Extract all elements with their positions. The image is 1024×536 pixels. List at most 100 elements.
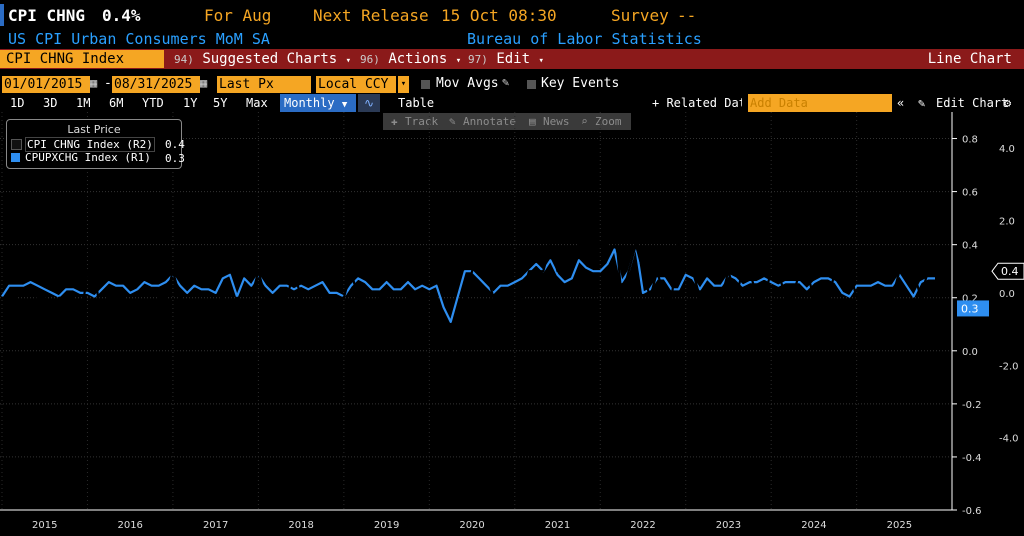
x-tick-label: 2021	[545, 520, 570, 531]
r1-tick-label: -0.6	[962, 506, 982, 517]
period-label: For Aug	[204, 6, 272, 25]
x-tick-label: 2025	[887, 520, 912, 531]
mov-avgs-label: Mov Avgs	[436, 76, 499, 91]
r1-tick-label: 0.2	[962, 294, 978, 305]
legend-label-cpupx: CPUPXCHG Index (R1)	[25, 151, 151, 164]
news-icon: ▤	[529, 115, 536, 128]
last-value: 0.4%	[102, 6, 141, 25]
x-tick-label: 2022	[630, 520, 655, 531]
currency-select[interactable]: Local CCY	[316, 76, 396, 93]
caret-down-icon: ▾	[538, 56, 544, 66]
data-source: Bureau of Labor Statistics	[467, 30, 702, 48]
r2-tick-label: 2.0	[999, 217, 1015, 228]
last-value-tag-cpupx	[957, 300, 989, 317]
header-row: CPI CHNG 0.4% For Aug Next Release 15 Oc…	[0, 0, 1024, 30]
edit-menu[interactable]: 97) Edit ▾	[468, 50, 544, 68]
table-button[interactable]: Table	[398, 96, 435, 110]
security-description: US CPI Urban Consumers MoM SA	[8, 30, 270, 48]
x-tick-label: 2015	[32, 520, 57, 531]
calendar-icon[interactable]: ▦	[90, 76, 98, 90]
end-date-input[interactable]: 08/31/2025	[112, 76, 200, 93]
cpupx-series-group	[2, 216, 935, 379]
caret-down-icon: ▾	[455, 56, 462, 66]
line-chart-icon[interactable]: ∿	[358, 94, 380, 112]
zoom-button[interactable]: Zoom	[595, 115, 622, 128]
r1-tick-label: 0.4	[962, 241, 978, 252]
frequency-select[interactable]: Monthly ▼	[280, 94, 356, 112]
r1-tick-label: -0.2	[962, 400, 982, 411]
survey-label: Survey	[611, 6, 669, 25]
pencil-icon[interactable]: ✎	[918, 96, 926, 110]
survey-value: --	[677, 6, 697, 25]
period-button-1m[interactable]: 1M	[76, 96, 91, 110]
date-separator: -	[104, 76, 112, 91]
pencil-icon[interactable]: ✎	[502, 75, 510, 89]
cpi-series-line	[1, 244, 935, 323]
r2-tick-label: 0.0	[999, 289, 1015, 300]
period-button-6m[interactable]: 6M	[109, 96, 124, 110]
menu-number: 96)	[360, 53, 380, 66]
period-button-3d[interactable]: 3D	[43, 96, 58, 110]
x-tick-label: 2016	[117, 520, 142, 531]
chart-area[interactable]: 0.8 0.6 0.4 0.2 0.0 -0.2 -0.4 -0.6 4.0 2.0 0.0 -2.0…	[0, 112, 1024, 536]
description-row: US CPI Urban Consumers MoM SA Bureau of …	[0, 30, 1024, 49]
period-button-1d[interactable]: 1D	[10, 96, 25, 110]
legend-swatch-cpupx	[11, 153, 20, 162]
chart-legend[interactable]: Last Price CPI CHNG Index (R2) 0.4 CPUPX…	[6, 119, 185, 169]
r2-tick-label: -2.0	[999, 361, 1019, 372]
period-row: 1D 3D 1M 6M YTD 1Y 5Y Max Monthly ▼ ∿ Ta…	[0, 94, 1024, 112]
period-button-ytd[interactable]: YTD	[142, 96, 164, 110]
controls-row: 01/01/2015 ▦ - 08/31/2025 ▦ Last Px Loca…	[0, 75, 1024, 95]
r1-tick-label: 0.6	[962, 188, 978, 199]
price-field-select[interactable]: Last Px	[217, 76, 311, 93]
menu-number: 97)	[468, 53, 488, 66]
annotate-button[interactable]: Annotate	[463, 115, 516, 128]
menu-number: 94)	[174, 53, 194, 66]
last-value-text-cpupx: 0.3	[961, 302, 979, 315]
add-data-input[interactable]: Add Data	[748, 94, 892, 112]
zoom-icon: ⌕	[581, 115, 588, 128]
news-button[interactable]: News	[543, 115, 570, 128]
menu-bar: CPI CHNG Index 94) Suggested Charts ▾ 96…	[0, 49, 1024, 69]
start-date-input[interactable]: 01/01/2015	[2, 76, 90, 93]
period-button-5y[interactable]: 5Y	[213, 96, 228, 110]
x-tick-label: 2017	[203, 520, 228, 531]
key-events-label: Key Events	[541, 76, 620, 91]
collapse-icon[interactable]: «	[897, 96, 905, 110]
next-release-date: 15 Oct 08:30	[441, 6, 557, 25]
axes-group: 0.8 0.6 0.4 0.2 0.0 -0.2 -0.4 -0.6 4.0 2.0 0.0 -2.0…	[0, 112, 1024, 531]
header-marker	[0, 4, 4, 26]
legend-title: Last Price	[67, 123, 121, 136]
legend-value-cpupx: 0.3	[165, 152, 185, 165]
last-value-text-cpi: 0.4	[1001, 265, 1019, 278]
x-tick-label: 2018	[288, 520, 313, 531]
legend-swatch-cpi	[11, 139, 22, 150]
caret-down-icon: ▼	[341, 100, 348, 110]
ticker-label: CPI CHNG	[8, 6, 86, 25]
chart-type-label: Line Chart	[927, 51, 1012, 67]
x-tick-label: 2023	[716, 520, 741, 531]
menu-label: Suggested Charts	[202, 51, 338, 67]
cpupx-series-line	[2, 216, 935, 379]
key-events-checkbox[interactable]	[527, 80, 536, 89]
related-data-button[interactable]: + Related Data	[652, 96, 742, 110]
track-button[interactable]: Track	[405, 115, 439, 128]
gear-icon[interactable]: ⚙	[1004, 96, 1012, 110]
menu-label: Edit	[496, 51, 531, 67]
mov-avgs-checkbox[interactable]	[421, 80, 430, 89]
security-field[interactable]: CPI CHNG Index	[0, 50, 164, 68]
suggested-charts-menu[interactable]: 94) Suggested Charts ▾	[174, 50, 351, 68]
r2-tick-label: -4.0	[999, 434, 1019, 445]
chart-tools-bar: ✚ Track ✎ Annotate ▤ News ⌕ Zoom	[383, 113, 631, 130]
legend-label-cpi: CPI CHNG Index (R2)	[25, 137, 155, 152]
last-value-tag-cpi	[991, 262, 1024, 280]
caret-down-icon: ▾	[345, 56, 352, 66]
actions-menu[interactable]: 96) Actions ▾	[360, 50, 461, 68]
edit-chart-button[interactable]: Edit Chart	[936, 96, 1009, 110]
x-tick-label: 2019	[374, 520, 399, 531]
period-button-max[interactable]: Max	[246, 96, 268, 110]
calendar-icon[interactable]: ▦	[200, 76, 208, 90]
period-button-1y[interactable]: 1Y	[183, 96, 198, 110]
caret-down-icon[interactable]: ▾	[398, 76, 409, 93]
pencil-icon: ✎	[449, 115, 456, 128]
